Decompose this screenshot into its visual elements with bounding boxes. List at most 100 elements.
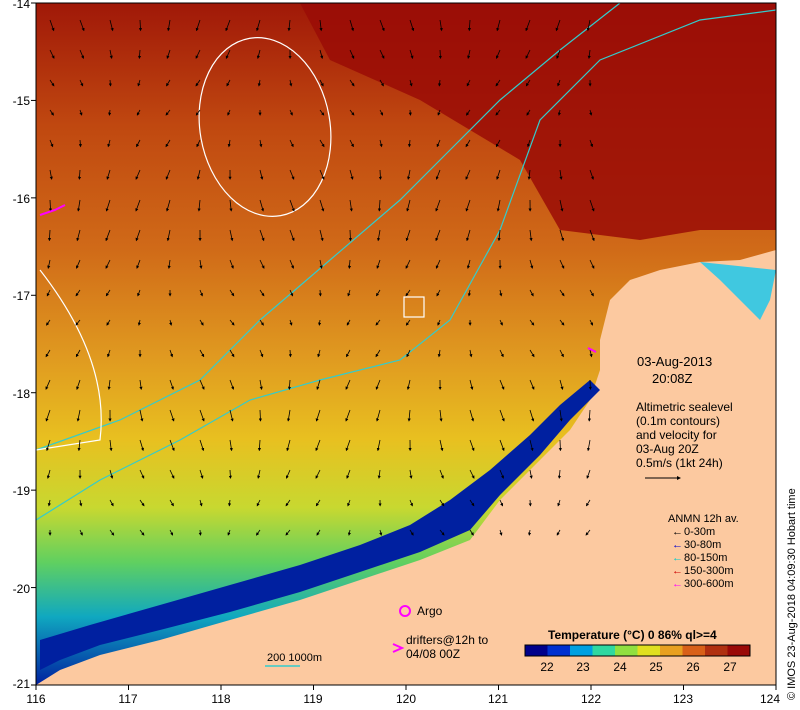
anmn-legend-item: ←150-300m: [672, 565, 734, 577]
velocity-arrow: [75, 289, 81, 297]
velocity-arrow: [135, 229, 141, 242]
velocity-arrow: [137, 289, 141, 297]
velocity-arrow: [319, 259, 323, 269]
velocity-arrow: [439, 499, 445, 507]
velocity-arrow: [349, 79, 355, 87]
velocity-arrow: [376, 439, 381, 452]
velocity-arrow: [439, 529, 445, 536]
velocity-arrow: [496, 19, 501, 32]
velocity-arrow: [76, 379, 81, 390]
velocity-arrow: [499, 409, 505, 422]
velocity-arrow: [466, 229, 471, 242]
colorbar-segment: [705, 645, 728, 656]
velocity-arrow: [229, 319, 235, 326]
anmn-legend-label: 0-30m: [684, 526, 716, 538]
anmn-legend-title: ANMN 12h av.: [668, 513, 739, 525]
velocity-arrow: [228, 499, 232, 507]
velocity-arrow: [287, 19, 291, 32]
colorbar-tick-label: 27: [723, 660, 737, 674]
velocity-arrow: [108, 109, 112, 116]
velocity-arrow: [259, 199, 265, 212]
velocity-arrow: [589, 289, 594, 297]
velocity-arrow: [165, 139, 171, 148]
velocity-arrow: [406, 349, 411, 358]
velocity-arrow: [585, 529, 591, 536]
velocity-arrow: [375, 349, 381, 358]
velocity-arrow: [437, 109, 441, 116]
velocity-arrow: [229, 259, 234, 269]
velocity-arrow: [135, 169, 141, 180]
velocity-arrow: [259, 169, 264, 180]
velocity-arrow: [559, 169, 563, 180]
velocity-arrow: [376, 409, 381, 422]
velocity-arrow: [79, 499, 83, 507]
velocity-arrow: [346, 469, 351, 479]
region-box: [403, 296, 425, 318]
velocity-arrow: [109, 439, 113, 452]
altimetry-note: and velocity for: [636, 428, 717, 442]
velocity-arrow: [557, 109, 562, 116]
velocity-arrow: [347, 289, 351, 297]
velocity-arrow: [107, 349, 111, 358]
lon-tick-label: 123: [672, 692, 694, 706]
velocity-arrow: [259, 349, 264, 358]
velocity-arrow: [79, 49, 84, 59]
velocity-arrow: [259, 289, 265, 297]
velocity-arrow: [199, 259, 203, 269]
velocity-arrow: [349, 169, 354, 180]
coastal-cold-band: [40, 380, 600, 670]
velocity-arrow: [169, 379, 174, 390]
velocity-arrow: [469, 439, 475, 452]
velocity-arrow: [169, 469, 175, 479]
velocity-arrow: [256, 19, 261, 32]
velocity-arrow: [589, 259, 595, 269]
lon-tick-label: 119: [303, 692, 323, 706]
velocity-arrow: [166, 49, 171, 59]
velocity-arrow: [285, 529, 291, 536]
velocity-arrow: [165, 169, 171, 180]
velocity-arrow: [529, 469, 533, 479]
colorbar-segment: [525, 645, 548, 656]
velocity-arrow: [377, 229, 381, 242]
velocity-arrow: [105, 259, 111, 269]
velocity-arrow: [227, 529, 231, 536]
velocity-arrow: [409, 499, 413, 507]
velocity-arrow: [166, 229, 171, 242]
velocity-arrow: [46, 289, 51, 297]
velocity-arrow: [376, 289, 381, 297]
velocity-arrow: [379, 109, 384, 116]
altimetry-note: Altimetric sealevel: [636, 400, 733, 414]
velocity-arrow: [319, 79, 324, 87]
velocity-arrow: [256, 49, 261, 59]
velocity-arrow: [375, 379, 381, 390]
velocity-arrow: [286, 439, 291, 452]
drifter-marks: [39, 204, 597, 353]
velocity-arrow: [559, 199, 564, 212]
velocity-arrow: [529, 289, 534, 297]
velocity-arrow: [589, 349, 593, 358]
velocity-arrow: [379, 139, 383, 148]
velocity-arrow: [499, 469, 504, 479]
velocity-arrow: [259, 259, 265, 269]
velocity-arrow: [195, 49, 201, 59]
velocity-arrow: [495, 139, 501, 148]
velocity-arrow: [345, 379, 351, 390]
velocity-arrow: [525, 79, 531, 87]
colorbar-segment: [660, 645, 683, 656]
lat-tick-label: -16: [12, 192, 30, 206]
velocity-arrow: [559, 259, 565, 269]
velocity-arrow: [407, 139, 412, 148]
colorbar-tick-label: 25: [649, 660, 663, 674]
legend-arrow-icon: ←: [672, 565, 683, 577]
velocity-arrows: [45, 19, 595, 536]
altimetry-note: (0.1m contours): [636, 414, 721, 428]
velocity-arrow: [75, 319, 81, 326]
velocity-arrow: [199, 319, 204, 326]
velocity-arrow: [436, 139, 441, 148]
velocity-arrow: [315, 409, 321, 422]
velocity-arrow: [589, 229, 595, 242]
velocity-arrow: [226, 79, 231, 87]
velocity-arrow: [285, 469, 291, 479]
velocity-arrow: [106, 319, 111, 326]
